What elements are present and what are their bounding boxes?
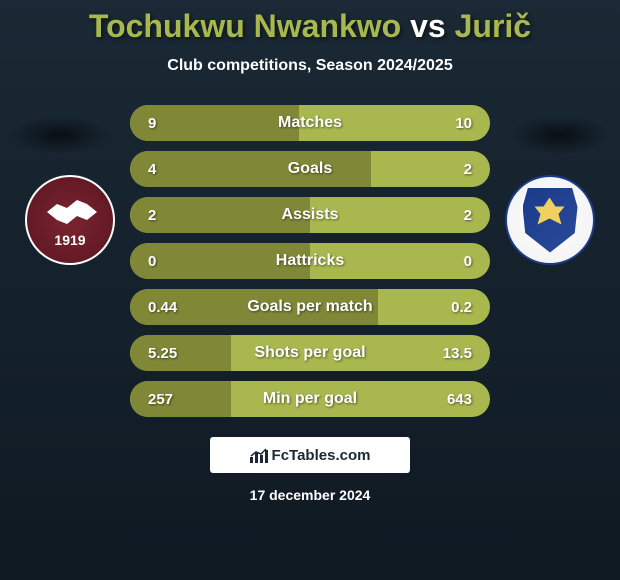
brescia-badge bbox=[505, 175, 595, 265]
comparison-title: Tochukwu Nwankwo vs Jurič bbox=[0, 8, 620, 45]
stat-value-left: 0 bbox=[148, 253, 156, 270]
stat-value-left: 4 bbox=[148, 161, 156, 178]
team-badge-right bbox=[505, 175, 595, 269]
stat-value-right: 0 bbox=[464, 253, 472, 270]
stat-row: 0.44 Goals per match 0.2 bbox=[130, 289, 490, 325]
footer-date: 17 december 2024 bbox=[0, 487, 620, 503]
stat-value-right: 643 bbox=[447, 391, 472, 408]
stat-row: 2 Assists 2 bbox=[130, 197, 490, 233]
stat-value-right: 13.5 bbox=[443, 345, 472, 362]
header: Tochukwu Nwankwo vs Jurič Club competiti… bbox=[0, 0, 620, 75]
stat-value-left: 9 bbox=[148, 115, 156, 132]
stat-label: Goals per match bbox=[247, 298, 372, 316]
stat-value-right: 0.2 bbox=[451, 299, 472, 316]
stat-label: Hattricks bbox=[276, 252, 344, 270]
stat-value-right: 2 bbox=[464, 161, 472, 178]
salernitana-badge: 1919 bbox=[25, 175, 115, 265]
stat-bars-container: 9 Matches 10 4 Goals 2 2 Assists 2 0 Hattricks 0 0.4… bbox=[130, 95, 490, 417]
stat-value-left: 0.44 bbox=[148, 299, 177, 316]
stat-fill bbox=[130, 381, 231, 417]
footer-logo-text: FcTables.com bbox=[272, 447, 371, 464]
shadow-decoration-right bbox=[510, 115, 610, 155]
stat-row: 4 Goals 2 bbox=[130, 151, 490, 187]
stat-value-left: 257 bbox=[148, 391, 173, 408]
chart-icon bbox=[250, 447, 268, 463]
stat-label: Goals bbox=[288, 160, 332, 178]
stat-fill bbox=[130, 335, 231, 371]
player2-name: Jurič bbox=[455, 8, 531, 44]
stat-label: Min per goal bbox=[263, 390, 357, 408]
stat-row: 9 Matches 10 bbox=[130, 105, 490, 141]
stat-value-left: 2 bbox=[148, 207, 156, 224]
subtitle: Club competitions, Season 2024/2025 bbox=[0, 57, 620, 75]
stat-value-right: 10 bbox=[455, 115, 472, 132]
stat-label: Matches bbox=[278, 114, 342, 132]
stat-fill bbox=[130, 151, 371, 187]
stat-row: 5.25 Shots per goal 13.5 bbox=[130, 335, 490, 371]
stat-row: 257 Min per goal 643 bbox=[130, 381, 490, 417]
footer-logo: FcTables.com bbox=[210, 437, 410, 473]
badge-year: 1919 bbox=[54, 232, 85, 248]
stat-value-left: 5.25 bbox=[148, 345, 177, 362]
vs-text: vs bbox=[410, 8, 446, 44]
content-area: 1919 9 Matches 10 4 Goals 2 2 Assists 2 0 Hattrick… bbox=[0, 95, 620, 503]
team-badge-left: 1919 bbox=[25, 175, 115, 269]
stat-value-right: 2 bbox=[464, 207, 472, 224]
stat-label: Assists bbox=[282, 206, 339, 224]
brescia-shield-icon bbox=[523, 188, 578, 253]
player1-name: Tochukwu Nwankwo bbox=[89, 8, 401, 44]
shadow-decoration-left bbox=[10, 115, 110, 155]
stat-label: Shots per goal bbox=[254, 344, 365, 362]
stat-row: 0 Hattricks 0 bbox=[130, 243, 490, 279]
